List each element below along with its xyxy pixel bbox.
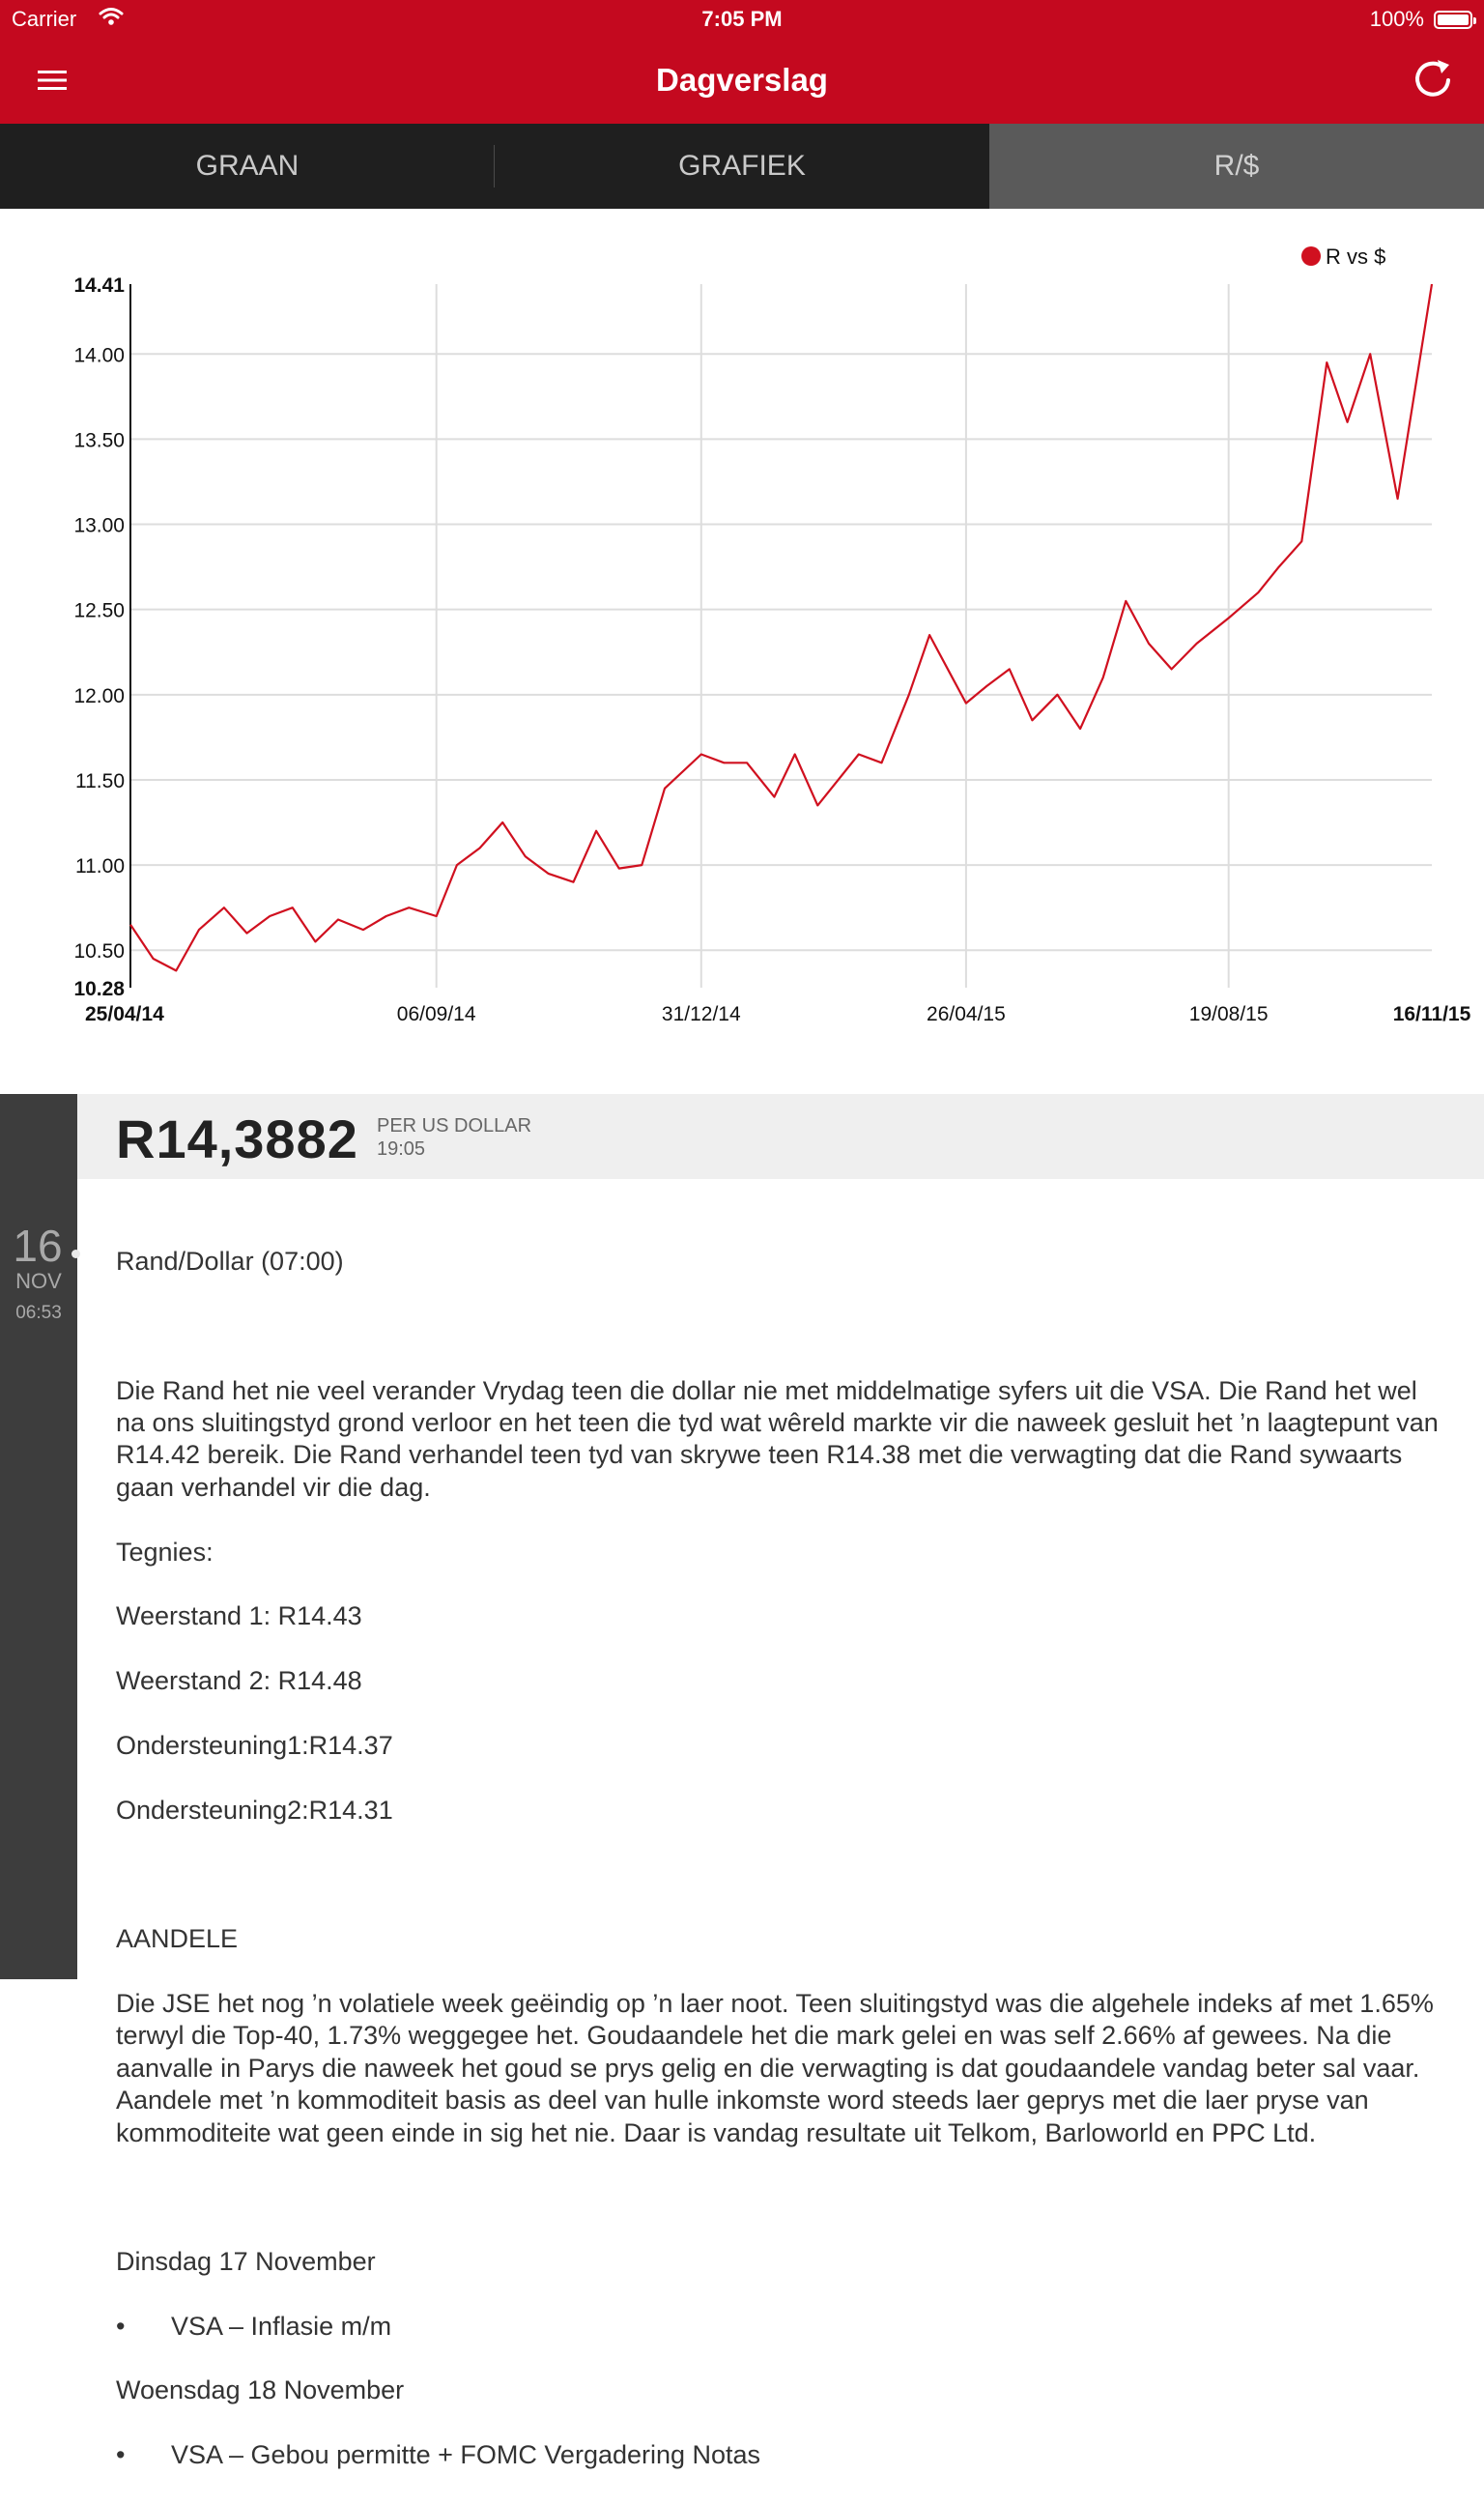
status-bar: Carrier 7:05 PM 100% — [0, 0, 1484, 39]
support-2: Ondersteuning2:R14.31 — [116, 1795, 393, 1825]
x-tick-label: 06/09/14 — [397, 1003, 476, 1025]
y-tick-label: 12.50 — [73, 600, 125, 622]
schedule-day-1: Dinsdag 17 November — [116, 2246, 376, 2276]
y-tick-label: 14.00 — [73, 344, 125, 366]
y-tick-label: 11.50 — [75, 770, 125, 792]
page-title: Dagverslag — [656, 62, 828, 98]
support-1: Ondersteuning1:R14.37 — [116, 1731, 393, 1761]
x-tick-label: 26/04/15 — [927, 1003, 1006, 1025]
legend-label: R vs $ — [1326, 245, 1385, 269]
y-tick-label: 14.41 — [73, 274, 125, 297]
timeline-dot — [71, 1250, 80, 1258]
tab-grafiek[interactable]: GRAFIEK — [678, 150, 806, 182]
x-tick-label: 31/12/14 — [662, 1003, 741, 1025]
entry-month: NOV — [15, 1269, 62, 1293]
report-paragraph: Die Rand het nie veel verander Vrydag te… — [116, 1375, 1439, 1502]
rate-value: R14,3882 — [116, 1108, 358, 1169]
report-heading: Rand/Dollar (07:00) — [116, 1247, 344, 1277]
clock: 7:05 PM — [701, 7, 783, 31]
y-tick-label: 13.00 — [73, 515, 125, 537]
battery-icon — [1434, 11, 1476, 29]
series-line — [129, 283, 1434, 972]
technical-title: Tegnies: — [116, 1537, 214, 1567]
rate-label: PER US DOLLAR — [377, 1115, 532, 1137]
resistance-1: Weerstand 1: R14.43 — [116, 1601, 362, 1631]
y-tick-label: 12.00 — [73, 685, 125, 707]
schedule-item: • VSA – Gebou permitte + FOMC Vergadering… — [116, 2440, 761, 2470]
schedule-item: • VSA – Inflasie m/m — [116, 2311, 392, 2341]
menu-icon[interactable] — [35, 66, 70, 95]
x-tick-label: 16/11/15 — [1393, 1003, 1471, 1025]
y-tick-label: 13.50 — [73, 429, 125, 451]
y-tick-label: 11.00 — [75, 855, 125, 878]
battery-percent: 100% — [1369, 7, 1424, 31]
legend-marker — [1301, 246, 1321, 266]
exchange-rate-chart: 14.41 14.00 13.50 13.00 12.50 12.00 11.50 11.00… — [73, 245, 1471, 1025]
tab-graan[interactable]: GRAAN — [0, 124, 495, 209]
entry-day: 16 — [13, 1221, 63, 1271]
rate-header: R14,3882 PER US DOLLAR 19:05 — [77, 1094, 1484, 1179]
rate-time: 19:05 — [377, 1138, 426, 1160]
shares-title: AANDELE — [116, 1924, 239, 1954]
report-body: Rand/Dollar (07:00) Die Rand het nie vee… — [116, 1214, 1449, 2504]
y-tick-label: 10.28 — [73, 978, 125, 1000]
tab-rand-dollar[interactable]: R/$ — [989, 124, 1484, 209]
date-sidebar — [0, 1094, 77, 1979]
wifi-icon — [99, 8, 124, 25]
tab-bar: GRAAN GRAFIEK R/$ — [0, 124, 1484, 209]
resistance-2: Weerstand 2: R14.48 — [116, 1666, 362, 1696]
shares-paragraph: Die JSE het nog ’n volatiele week geëind… — [116, 1988, 1434, 2147]
entry-time: 06:53 — [15, 1303, 62, 1323]
x-tick-label: 25/04/14 — [85, 1003, 164, 1025]
schedule-day-2: Woensdag 18 November — [116, 2375, 405, 2405]
nav-bar: Dagverslag — [0, 39, 1484, 124]
x-tick-label: 19/08/15 — [1189, 1003, 1269, 1025]
refresh-icon[interactable] — [1409, 56, 1457, 104]
carrier-label: Carrier — [12, 7, 77, 31]
y-tick-label: 10.50 — [73, 940, 125, 963]
